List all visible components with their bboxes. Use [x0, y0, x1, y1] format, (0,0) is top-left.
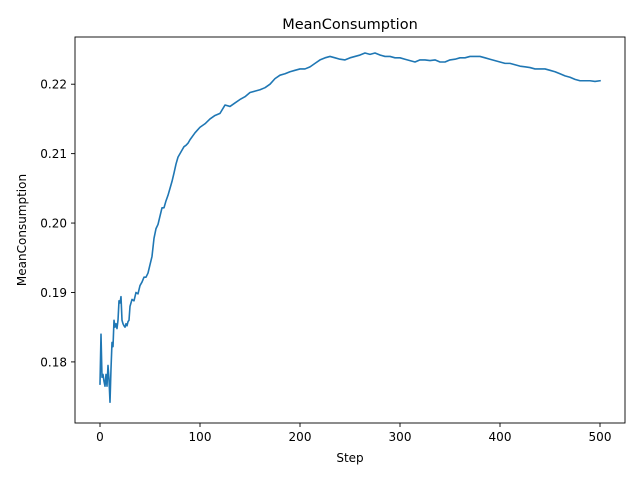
- x-tick-label: 200: [289, 430, 312, 444]
- y-tick-label: 0.21: [40, 147, 67, 161]
- axes-frame: [74, 36, 626, 424]
- x-tick-label: 0: [96, 430, 104, 444]
- y-axis-ticks: 0.18 0.19 0.20 0.21 0.22: [40, 78, 75, 369]
- plot-area: [74, 36, 626, 424]
- y-tick-label: 0.19: [40, 286, 67, 300]
- y-tick-label: 0.20: [40, 217, 67, 231]
- x-tick-label: 100: [189, 430, 212, 444]
- series-line-mean-consumption: [99, 52, 601, 403]
- x-tick-label: 300: [389, 430, 412, 444]
- y-axis-label: MeanConsumption: [15, 174, 29, 286]
- x-axis-label: Step: [336, 451, 363, 465]
- y-tick-label: 0.22: [40, 78, 67, 92]
- chart-title: MeanConsumption: [282, 17, 418, 33]
- x-tick-label: 500: [589, 430, 612, 444]
- y-tick-label: 0.18: [40, 355, 67, 369]
- x-axis-ticks: 0 100 200 300 400 500: [96, 423, 611, 444]
- x-tick-label: 400: [489, 430, 512, 444]
